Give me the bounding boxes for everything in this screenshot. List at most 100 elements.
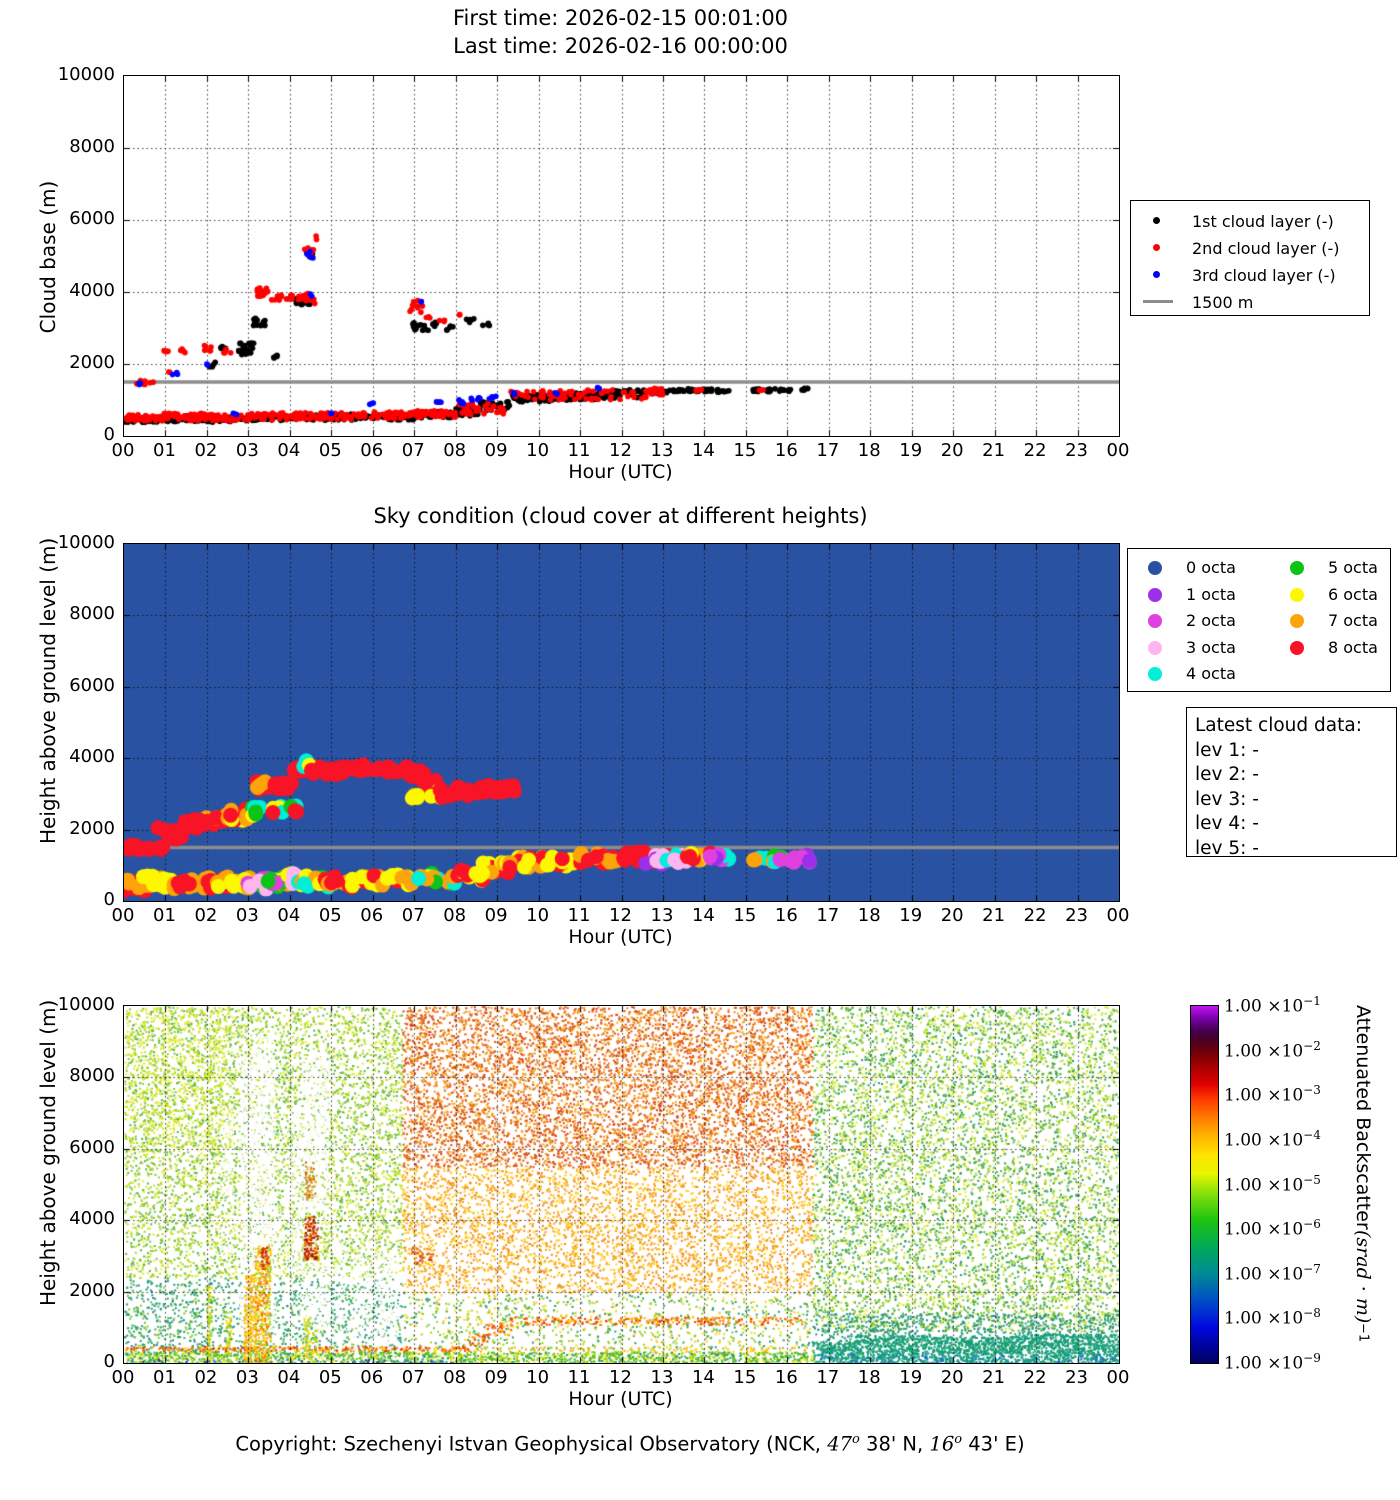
x-tick-label: 17: [816, 440, 840, 461]
x-tick-label: 04: [277, 905, 301, 926]
colorbar-tick-label: 1.00 ×10−2: [1224, 1038, 1321, 1062]
legend-marker-dot: [1153, 217, 1160, 224]
octa-legend-dot: [1148, 640, 1162, 655]
x-tick-label: 20: [940, 440, 964, 461]
x-tick-label: 13: [650, 905, 674, 926]
panel1-x-axis-label: Hour (UTC): [568, 461, 673, 483]
colorbar-tick-label: 1.00 ×10−7: [1224, 1261, 1321, 1285]
x-tick-label: 12: [609, 905, 632, 926]
x-tick-label: 15: [733, 440, 757, 461]
octa-legend-label: 4 octa: [1186, 664, 1236, 683]
panel2-axes: [123, 543, 1120, 902]
latest-cloud-data-title: Latest cloud data:: [1195, 715, 1362, 736]
x-tick-label: 20: [940, 905, 964, 926]
x-tick-label: 16: [774, 1367, 798, 1388]
x-tick-label: 10: [526, 1367, 550, 1388]
x-tick-label: 03: [235, 1367, 259, 1388]
x-tick-label: 03: [235, 440, 259, 461]
panel1-legend: [1130, 200, 1370, 316]
x-tick-label: 18: [857, 440, 881, 461]
x-tick-label: 10: [526, 440, 550, 461]
x-tick-label: 00: [111, 440, 135, 461]
y-tick-label: 10000: [57, 64, 115, 85]
x-tick-label: 19: [899, 440, 923, 461]
octa-legend-label: 2 octa: [1186, 611, 1236, 630]
x-tick-label: 04: [277, 1367, 301, 1388]
octa-legend-label: 8 octa: [1328, 637, 1378, 657]
colorbar-tick-label: 1.00 ×10−4: [1224, 1127, 1321, 1151]
y-tick-label: 0: [103, 424, 115, 445]
panel2-title: Sky condition (cloud cover at different …: [373, 504, 868, 528]
x-tick-label: 01: [153, 440, 176, 461]
panel2-x-axis-label: Hour (UTC): [568, 926, 673, 948]
x-tick-label: 02: [194, 440, 218, 461]
colorbar-label-part: −1: [1355, 1323, 1371, 1343]
x-tick-label: 12: [609, 1367, 632, 1388]
x-tick-label: 14: [691, 440, 715, 461]
colorbar-tick-label: 1.00 ×10−6: [1224, 1217, 1321, 1240]
x-tick-label: 06: [360, 905, 384, 926]
panel2-y-axis-label: Height above ground level (m): [36, 537, 60, 844]
colorbar-tick-label: 1.00 ×10−3: [1224, 1083, 1321, 1106]
x-tick-label: 04: [277, 440, 301, 461]
x-tick-label: 15: [733, 1367, 757, 1388]
x-tick-label: 21: [982, 1367, 1006, 1388]
x-tick-label: 18: [857, 905, 881, 926]
latest-cloud-data-line: lev 2: -: [1195, 764, 1259, 785]
panel3-x-axis-label: Hour (UTC): [568, 1388, 673, 1410]
octa-legend-dot: [1148, 561, 1162, 575]
x-tick-label: 02: [194, 1367, 218, 1388]
x-tick-label: 01: [153, 1367, 176, 1388]
octa-legend-dot: [1290, 614, 1304, 628]
octa-legend-label: 7 octa: [1328, 611, 1378, 630]
panel1-canvas: [124, 76, 1119, 436]
x-tick-label: 06: [360, 1367, 384, 1388]
x-tick-label: 11: [567, 440, 591, 461]
panel3-axes: [123, 1005, 1120, 1364]
octa-legend-dot: [1290, 587, 1304, 602]
y-tick-label: 6000: [69, 208, 115, 229]
x-tick-label: 09: [484, 440, 508, 461]
colorbar-tick-label: 1.00 ×10−9: [1224, 1351, 1321, 1374]
x-tick-label: 05: [318, 1367, 342, 1388]
y-tick-label: 10000: [57, 994, 115, 1015]
latest-cloud-data-line: lev 5: -: [1195, 837, 1259, 859]
x-tick-label: 07: [401, 905, 425, 926]
x-tick-label: 18: [857, 1367, 881, 1388]
x-tick-label: 07: [401, 1367, 425, 1388]
x-tick-label: 19: [899, 1367, 923, 1388]
x-tick-label: 00: [111, 1367, 135, 1388]
octa-legend-dot: [1148, 587, 1162, 602]
y-tick-label: 8000: [69, 603, 115, 625]
x-tick-label: 20: [940, 1367, 964, 1388]
latest-cloud-data-line: lev 3: -: [1195, 788, 1259, 810]
x-tick-label: 17: [816, 1367, 840, 1388]
copyright-part: 16: [929, 1432, 955, 1456]
latest-cloud-data-line: lev 4: -: [1195, 813, 1259, 834]
octa-legend-label: 5 octa: [1328, 558, 1378, 577]
x-tick-label: 23: [1065, 1367, 1088, 1388]
latest-cloud-data-box: Latest cloud data: lev 1: - lev 2: - lev 3…: [1186, 707, 1397, 859]
x-tick-label: 19: [899, 905, 923, 926]
y-tick-label: 8000: [69, 1065, 115, 1087]
x-tick-label: 08: [443, 1367, 467, 1388]
panel1-axes: [123, 75, 1120, 437]
x-tick-label: 06: [360, 440, 384, 461]
legend-label: 1st cloud layer (-): [1192, 212, 1334, 231]
y-tick-label: 10000: [57, 532, 115, 553]
y-tick-label: 6000: [69, 674, 115, 696]
octa-legend-label: 6 octa: [1328, 584, 1378, 604]
x-tick-label: 05: [318, 440, 342, 461]
latest-cloud-data-line: lev 1: -: [1195, 739, 1259, 761]
legend-marker-dot: [1153, 271, 1160, 278]
y-tick-label: 0: [103, 889, 115, 910]
octa-legend-label: 0 octa: [1186, 558, 1236, 577]
colorbar-tick-label: 1.00 ×10−5: [1224, 1172, 1321, 1196]
y-tick-label: 4000: [69, 280, 115, 301]
x-tick-label: 07: [401, 440, 425, 461]
x-tick-label: 11: [567, 1367, 591, 1388]
x-tick-label: 09: [484, 905, 508, 926]
panel1-y-axis-label: Cloud base (m): [36, 180, 60, 334]
x-tick-label: 14: [691, 1367, 715, 1388]
